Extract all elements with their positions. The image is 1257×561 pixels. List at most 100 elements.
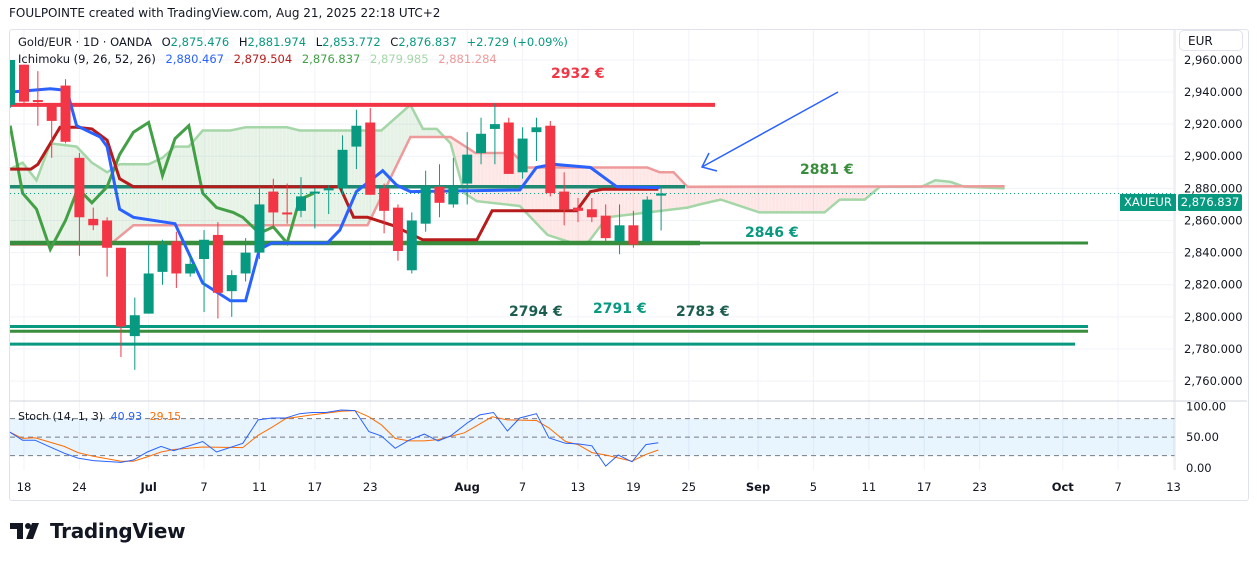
cloud-fill bbox=[69, 145, 72, 245]
cloud-fill bbox=[724, 186, 727, 202]
level-label-2783[interactable]: 2783 € bbox=[676, 304, 730, 320]
symbol-label[interactable]: Gold/EUR · 1D · OANDA bbox=[18, 35, 152, 49]
cloud-fill bbox=[730, 186, 733, 204]
cloud-fill bbox=[694, 186, 697, 206]
level-label-2791[interactable]: 2791 € bbox=[593, 301, 647, 317]
cloud-fill bbox=[381, 129, 384, 197]
cloud-fill bbox=[130, 164, 133, 228]
cloud-fill bbox=[830, 186, 832, 208]
time-tick-label: 7 bbox=[200, 480, 207, 494]
cloud-fill bbox=[217, 130, 220, 226]
cloud-fill bbox=[709, 186, 712, 203]
candle-body bbox=[434, 186, 445, 203]
cloud-fill bbox=[306, 130, 309, 226]
cloud-fill bbox=[231, 129, 234, 226]
cloud-fill bbox=[378, 130, 381, 203]
cloud-fill bbox=[658, 171, 661, 212]
cloud-fill bbox=[166, 152, 169, 226]
cloud-fill bbox=[748, 186, 751, 210]
currency-button[interactable]: EUR bbox=[1179, 30, 1243, 51]
cloud-fill bbox=[397, 114, 400, 163]
cloud-fill bbox=[312, 130, 314, 226]
price-tick-label: 2,880.000 bbox=[1184, 181, 1243, 195]
cloud-fill bbox=[824, 186, 827, 213]
candle-body bbox=[143, 273, 154, 314]
high-label: H bbox=[238, 35, 248, 49]
cloud-fill bbox=[266, 127, 269, 226]
cloud-fill bbox=[670, 172, 673, 210]
time-tick-label: 25 bbox=[681, 480, 696, 494]
cloud-fill bbox=[399, 113, 402, 160]
high-value: 2,881.974 bbox=[247, 35, 307, 49]
cloud-fill bbox=[43, 158, 46, 245]
level-label-2794[interactable]: 2794 € bbox=[509, 304, 563, 320]
cloud-fill bbox=[316, 130, 318, 226]
level-label-2846[interactable]: 2846 € bbox=[745, 225, 799, 241]
cloud-fill bbox=[400, 112, 403, 157]
cloud-fill bbox=[54, 143, 57, 245]
candle-body bbox=[489, 124, 500, 129]
cloud-fill bbox=[746, 186, 749, 209]
stochastic-axis: 100.00 50.00 0.00 bbox=[1186, 399, 1226, 475]
cloud-fill bbox=[48, 143, 51, 245]
cloud-fill bbox=[288, 127, 291, 226]
cloud-fill bbox=[226, 130, 228, 226]
time-tick-label: 13 bbox=[1166, 480, 1181, 494]
ichimoku-label[interactable]: Ichimoku (9, 26, 52, 26) bbox=[18, 52, 156, 66]
cloud-fill bbox=[360, 130, 363, 226]
cloud-fill bbox=[320, 130, 323, 226]
cloud-fill bbox=[413, 110, 415, 137]
cloud-fill bbox=[134, 164, 137, 226]
cloud-fill bbox=[409, 104, 411, 140]
cloud-fill bbox=[252, 127, 255, 226]
cloud-fill bbox=[776, 186, 778, 213]
cloud-fill bbox=[310, 130, 313, 226]
cloud-fill bbox=[406, 107, 408, 146]
arrow-drawing[interactable] bbox=[700, 91, 839, 172]
cloud-fill bbox=[324, 130, 327, 226]
cloud-fill bbox=[741, 186, 744, 207]
cloud-fill bbox=[154, 161, 156, 226]
cloud-fill bbox=[697, 186, 699, 206]
cloud-fill bbox=[749, 186, 752, 210]
cloud-fill bbox=[53, 143, 55, 245]
stoch-label[interactable]: Stoch (14, 1, 3) bbox=[18, 410, 104, 423]
cloud-fill bbox=[141, 164, 144, 226]
cloud-fill bbox=[733, 186, 735, 205]
time-tick-label: Sep bbox=[746, 480, 770, 494]
cloud-fill bbox=[780, 186, 782, 213]
cloud-fill bbox=[68, 145, 71, 245]
tradingview-logo[interactable]: TradingView bbox=[10, 519, 186, 543]
cloud-fill bbox=[543, 167, 546, 233]
cloud-fill bbox=[782, 186, 785, 213]
cloud-fill bbox=[846, 186, 849, 200]
cloud-fill bbox=[771, 186, 774, 213]
stoch-tick-label: 50.00 bbox=[1186, 430, 1219, 444]
level-label-2932[interactable]: 2932 € bbox=[551, 66, 605, 82]
cloud-fill bbox=[834, 186, 836, 205]
cloud-fill bbox=[424, 128, 426, 137]
cloud-fill bbox=[224, 130, 227, 226]
time-axis[interactable]: 18 24 Jul 7 11 17 23 Aug 7 13 19 25 Sep 5 11 17 23 Oct 7 13 bbox=[17, 480, 1181, 494]
cloud-fill bbox=[597, 167, 600, 231]
cloud-fill bbox=[432, 128, 435, 137]
grid bbox=[10, 30, 1175, 470]
cloud-fill bbox=[331, 130, 334, 226]
cloud-fill bbox=[62, 144, 65, 245]
time-tick-label: 17 bbox=[917, 480, 932, 494]
candle-body bbox=[282, 212, 293, 215]
cloud-fill bbox=[856, 186, 859, 200]
cloud-fill bbox=[812, 186, 814, 213]
cloud-fill bbox=[215, 130, 217, 226]
cloud-fill bbox=[816, 186, 818, 213]
cloud-fill bbox=[386, 124, 389, 186]
cloud-fill bbox=[137, 164, 140, 226]
cloud-fill bbox=[867, 186, 870, 198]
price-axis[interactable]: 2,960.000 2,940.000 2,920.000 2,900.000 2,88… bbox=[1184, 53, 1243, 388]
level-label-2881[interactable]: 2881 € bbox=[800, 162, 854, 178]
time-tick-label: 7 bbox=[1114, 480, 1121, 494]
cloud-fill bbox=[720, 186, 723, 201]
cloud-fill bbox=[759, 186, 762, 213]
cloud-fill bbox=[788, 186, 791, 213]
